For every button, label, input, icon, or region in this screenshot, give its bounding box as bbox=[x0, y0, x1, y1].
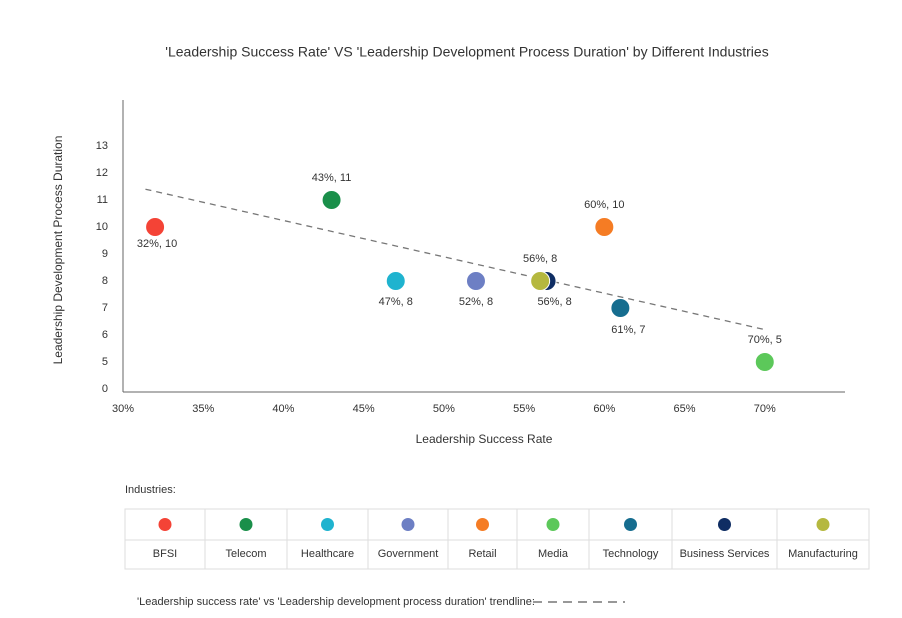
y-axis-title: Leadership Development Process Duration bbox=[51, 136, 65, 365]
data-point bbox=[145, 217, 166, 237]
legend-frame bbox=[124, 508, 870, 570]
x-tick-label: 65% bbox=[674, 403, 696, 415]
legend-title: Industries: bbox=[125, 484, 176, 496]
legend-label: Government bbox=[378, 548, 439, 560]
legend-swatch bbox=[401, 518, 415, 531]
data-point bbox=[610, 298, 631, 318]
data-point bbox=[465, 271, 486, 291]
x-tick-label: 45% bbox=[353, 403, 375, 415]
y-tick-label: 5 bbox=[102, 356, 108, 368]
x-tick-label: 30% bbox=[112, 403, 134, 415]
data-label: 61%, 7 bbox=[611, 324, 645, 336]
data-point bbox=[754, 352, 775, 372]
data-label: 70%, 5 bbox=[748, 334, 782, 346]
y-tick-label: 9 bbox=[102, 248, 108, 260]
y-tick-label: 6 bbox=[102, 329, 108, 341]
data-point bbox=[321, 190, 342, 210]
legend-swatch bbox=[158, 518, 172, 531]
data-label: 32%, 10 bbox=[137, 238, 177, 250]
legend-label: BFSI bbox=[153, 548, 177, 560]
y-tick-label: 12 bbox=[96, 167, 108, 179]
legend: BFSI Telecom Healthcare Government Retail Med… bbox=[124, 508, 870, 570]
legend-swatch bbox=[718, 518, 731, 531]
x-tick-label: 35% bbox=[192, 403, 214, 415]
y-tick-label: 0 bbox=[102, 383, 108, 395]
x-tick-label: 40% bbox=[272, 403, 294, 415]
y-tick-label: 8 bbox=[102, 275, 108, 287]
legend-swatch bbox=[239, 518, 253, 531]
y-tick-label: 11 bbox=[97, 194, 108, 206]
chart-title: 'Leadership Success Rate' VS 'Leadership… bbox=[165, 44, 768, 60]
legend-label: Business Services bbox=[680, 548, 770, 560]
data-label: 56%, 8 bbox=[537, 296, 571, 308]
x-tick-label: 55% bbox=[513, 403, 535, 415]
legend-label: Media bbox=[538, 548, 569, 560]
trendline bbox=[145, 188, 765, 331]
y-tick-label: 13 bbox=[96, 140, 108, 152]
y-tick-label: 7 bbox=[102, 302, 108, 314]
trendline-legend-label: 'Leadership success rate' vs 'Leadership… bbox=[137, 596, 535, 608]
x-axis-title: Leadership Success Rate bbox=[416, 432, 553, 446]
legend-label: Telecom bbox=[226, 548, 267, 560]
x-tick-label: 60% bbox=[593, 403, 615, 415]
legend-swatch bbox=[476, 518, 489, 531]
legend-label: Technology bbox=[603, 548, 659, 560]
legend-label: Healthcare bbox=[301, 548, 354, 560]
legend-label: Retail bbox=[468, 548, 496, 560]
y-tick-label: 10 bbox=[96, 221, 108, 233]
x-tick-label: 50% bbox=[433, 403, 455, 415]
legend-swatch bbox=[816, 518, 830, 531]
legend-swatch bbox=[546, 518, 560, 531]
data-point bbox=[530, 271, 551, 291]
legend-swatch bbox=[624, 518, 637, 531]
data-point bbox=[594, 217, 615, 237]
x-tick-label: 70% bbox=[754, 403, 776, 415]
data-label: 60%, 10 bbox=[584, 199, 624, 211]
data-label: 56%, 8 bbox=[523, 253, 557, 265]
legend-label: Manufacturing bbox=[788, 548, 858, 560]
data-label: 43%, 11 bbox=[312, 172, 352, 184]
data-point bbox=[385, 271, 406, 291]
legend-swatch bbox=[321, 518, 334, 531]
data-label: 52%, 8 bbox=[459, 296, 493, 308]
data-label: 47%, 8 bbox=[379, 296, 413, 308]
